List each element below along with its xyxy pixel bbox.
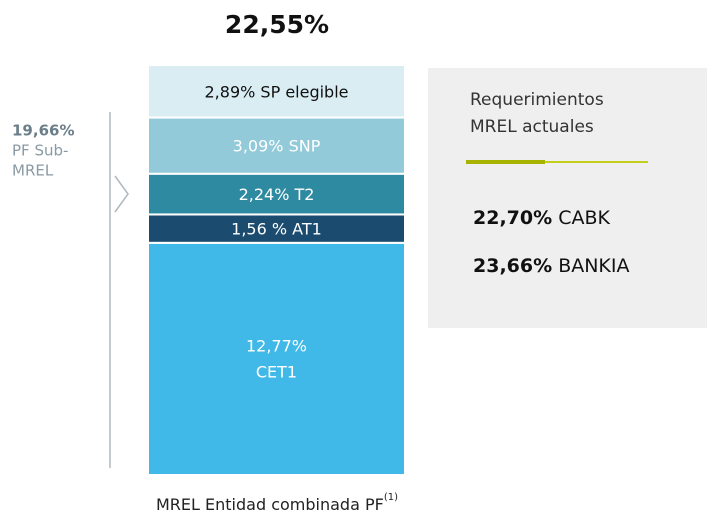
x-axis-label-superscript: (1) <box>384 492 398 503</box>
panel-entry: 22,70% CABK <box>473 207 610 229</box>
data-label-name: CET1 <box>256 362 297 381</box>
panel-title: MREL actuales <box>470 117 594 137</box>
data-label-value: 1,56 % <box>231 219 287 238</box>
panel-entry-value: 23,66% <box>473 255 552 277</box>
bar-segment <box>147 241 406 476</box>
x-axis-label: MREL Entidad combinada PF(1) <box>156 492 398 514</box>
panel-entry-name: BANKIA <box>558 255 629 277</box>
bracket-chevron <box>114 175 129 213</box>
panel-entry: 23,66% BANKIA <box>473 255 630 277</box>
chart-title: 22,55% <box>225 10 329 39</box>
data-label-name: SP elegible <box>260 82 348 101</box>
data-label: 1,56 % AT1 <box>231 219 322 238</box>
data-label-name: T2 <box>293 185 314 204</box>
data-label-value: 3,09% <box>233 136 284 155</box>
x-axis-label-text: MREL Entidad combinada PF <box>156 495 384 514</box>
data-label-name: SNP <box>289 136 321 155</box>
data-label-value: 2,24% <box>239 185 290 204</box>
data-label-name: AT1 <box>292 219 322 238</box>
panel-title: Requerimientos <box>470 90 604 110</box>
data-label: 3,09% SNP <box>233 136 321 155</box>
data-label: 2,89% SP elegible <box>205 82 349 101</box>
bar-segment <box>147 116 406 175</box>
side-text: MREL <box>12 162 54 180</box>
data-label-value: 2,89% <box>205 82 256 101</box>
data-label: 2,24% T2 <box>239 185 315 204</box>
bar-segment <box>147 64 406 119</box>
side-value: 19,66% <box>12 122 74 140</box>
data-label: 12,77% <box>246 336 307 355</box>
bar-segment <box>147 172 406 216</box>
side-text: PF Sub- <box>12 142 68 160</box>
panel-entry-value: 22,70% <box>473 207 552 229</box>
panel-background <box>428 68 707 328</box>
panel-entry-name: CABK <box>558 207 610 229</box>
